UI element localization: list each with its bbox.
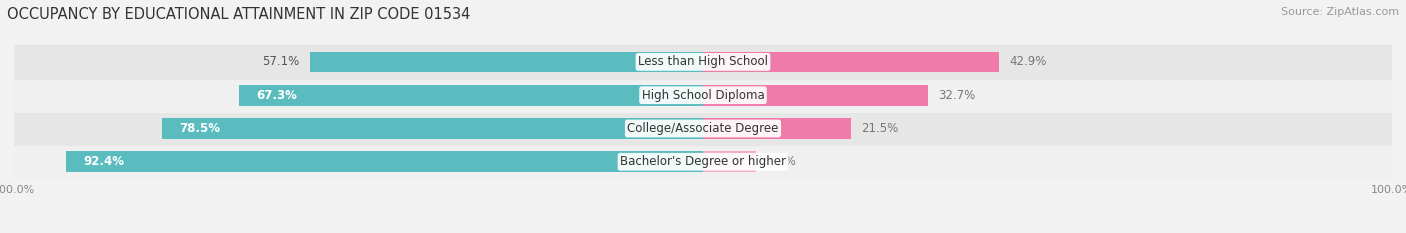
Bar (66, 151, 703, 172)
Bar (14, 112, 1392, 145)
Text: 7.7%: 7.7% (766, 155, 796, 168)
Bar (703, 51, 998, 72)
Bar (14, 145, 1392, 178)
Text: 78.5%: 78.5% (180, 122, 221, 135)
Bar (14, 79, 1392, 112)
Text: Bachelor's Degree or higher: Bachelor's Degree or higher (620, 155, 786, 168)
Bar (703, 118, 851, 139)
Text: 57.1%: 57.1% (262, 55, 299, 69)
Bar (703, 151, 756, 172)
Bar (309, 51, 703, 72)
Text: High School Diploma: High School Diploma (641, 89, 765, 102)
Text: College/Associate Degree: College/Associate Degree (627, 122, 779, 135)
Text: OCCUPANCY BY EDUCATIONAL ATTAINMENT IN ZIP CODE 01534: OCCUPANCY BY EDUCATIONAL ATTAINMENT IN Z… (7, 7, 471, 22)
Bar (703, 85, 928, 106)
Text: Less than High School: Less than High School (638, 55, 768, 69)
Text: Source: ZipAtlas.com: Source: ZipAtlas.com (1281, 7, 1399, 17)
Text: 21.5%: 21.5% (862, 122, 898, 135)
Text: 92.4%: 92.4% (83, 155, 125, 168)
Bar (239, 85, 703, 106)
Text: 42.9%: 42.9% (1010, 55, 1046, 69)
Text: 67.3%: 67.3% (256, 89, 298, 102)
Text: 32.7%: 32.7% (939, 89, 976, 102)
Bar (162, 118, 703, 139)
Bar (14, 45, 1392, 79)
